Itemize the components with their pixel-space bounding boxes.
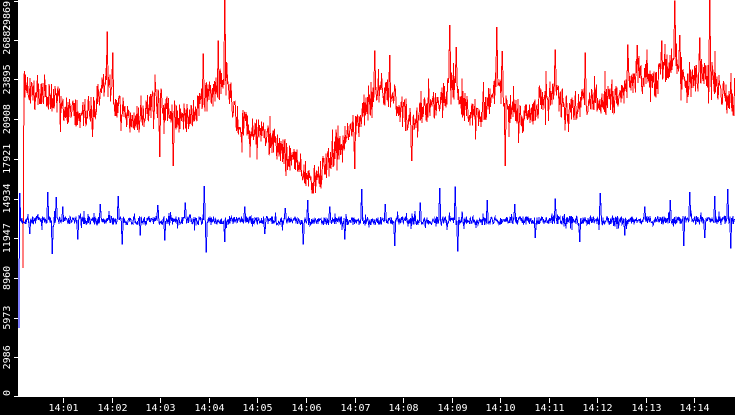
- x-tick-label: 14:13: [631, 403, 661, 414]
- x-tick-label: 14:05: [242, 403, 272, 414]
- x-tick-mark: [403, 398, 404, 403]
- x-tick-mark: [597, 398, 598, 403]
- series-red-line: [22, 0, 735, 269]
- x-tick-mark: [306, 398, 307, 403]
- y-tick-label: 14934: [2, 183, 13, 213]
- y-tick-label: 23895: [2, 64, 13, 94]
- x-tick-mark: [646, 398, 647, 403]
- x-tick-label: 14:14: [679, 403, 709, 414]
- y-tick-label: 20908: [2, 104, 13, 134]
- y-tick-mark: [14, 199, 18, 200]
- y-tick-mark: [14, 79, 18, 80]
- x-tick-mark: [160, 398, 161, 403]
- y-tick-mark: [14, 318, 18, 319]
- y-tick-label: 26882: [2, 25, 13, 55]
- y-tick-mark: [14, 119, 18, 120]
- x-tick-mark: [63, 398, 64, 403]
- y-tick-label: 8960: [2, 266, 13, 290]
- y-tick-label: 2986: [2, 345, 13, 369]
- y-tick-mark: [14, 278, 18, 279]
- x-tick-mark: [500, 398, 501, 403]
- y-tick-mark: [14, 357, 18, 358]
- x-tick-mark: [257, 398, 258, 403]
- x-tick-label: 14:07: [340, 403, 370, 414]
- x-tick-label: 14:11: [534, 403, 564, 414]
- x-tick-mark: [694, 398, 695, 403]
- y-axis-strip: [0, 0, 18, 415]
- y-tick-mark: [14, 396, 18, 397]
- x-tick-label: 14:06: [291, 403, 321, 414]
- x-tick-label: 14:04: [194, 403, 224, 414]
- y-tick-mark: [14, 40, 18, 41]
- series-blue-line: [18, 185, 735, 329]
- x-tick-label: 14:08: [388, 403, 418, 414]
- x-tick-label: 14:10: [485, 403, 515, 414]
- x-tick-label: 14:03: [145, 403, 175, 414]
- x-tick-mark: [209, 398, 210, 403]
- y-tick-mark: [14, 238, 18, 239]
- y-tick-mark: [14, 159, 18, 160]
- x-tick-label: 14:02: [97, 403, 127, 414]
- x-axis-strip: [0, 397, 735, 415]
- x-tick-mark: [452, 398, 453, 403]
- x-tick-label: 14:01: [48, 403, 78, 414]
- x-tick-label: 14:09: [437, 403, 467, 414]
- y-tick-label: 11947: [2, 223, 13, 253]
- x-tick-mark: [355, 398, 356, 403]
- y-tick-label: 5973: [2, 306, 13, 330]
- y-tick-label: 17921: [2, 144, 13, 174]
- x-tick-mark: [112, 398, 113, 403]
- y-tick-label: 0: [2, 390, 13, 396]
- y-tick-label: 29869: [2, 1, 13, 31]
- x-tick-label: 14:12: [582, 403, 612, 414]
- y-tick-mark: [14, 1, 18, 2]
- x-tick-mark: [549, 398, 550, 403]
